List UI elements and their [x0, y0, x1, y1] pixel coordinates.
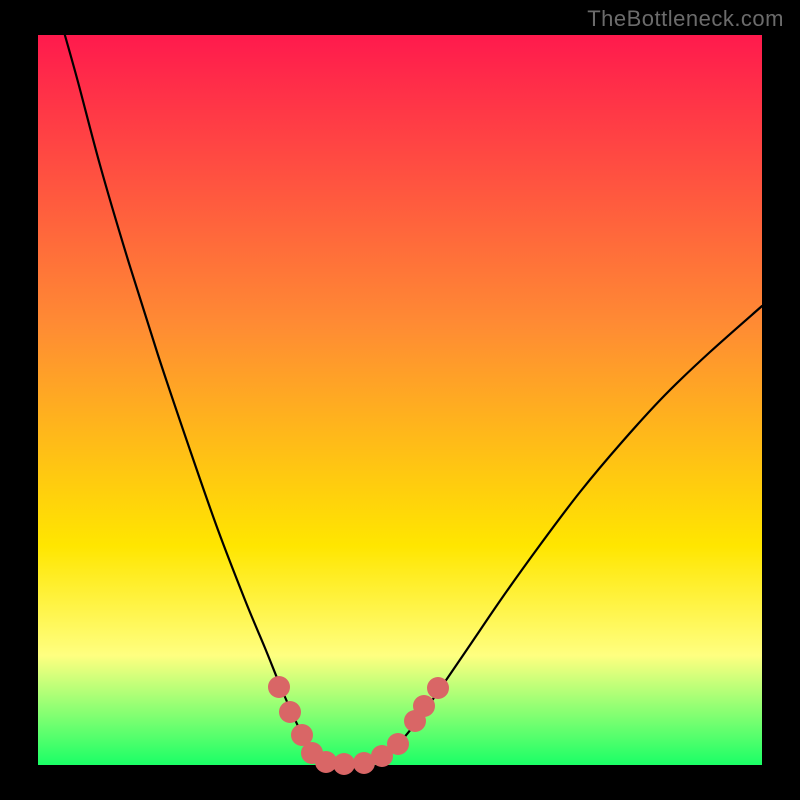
marker-point: [427, 677, 449, 699]
markers-group: [268, 676, 449, 775]
marker-point: [333, 753, 355, 775]
marker-point: [268, 676, 290, 698]
watermark-text: TheBottleneck.com: [587, 6, 784, 32]
curve-line: [62, 25, 762, 765]
marker-point: [387, 733, 409, 755]
marker-point: [279, 701, 301, 723]
chart-frame: TheBottleneck.com: [0, 0, 800, 800]
chart-overlay: [0, 0, 800, 800]
marker-point: [413, 695, 435, 717]
